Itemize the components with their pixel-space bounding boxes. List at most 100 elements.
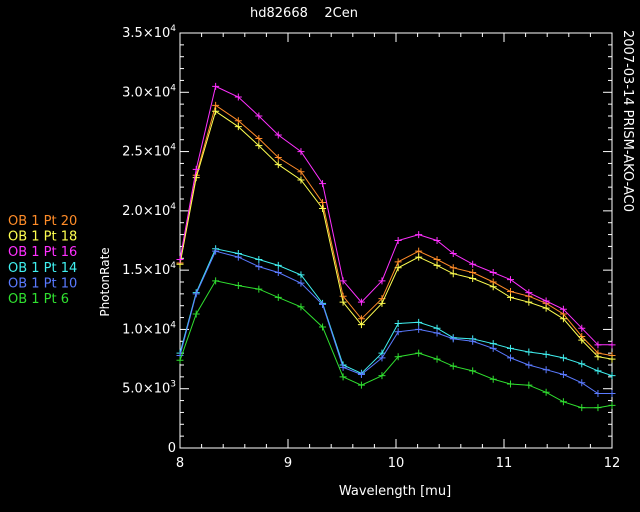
data-point xyxy=(559,370,567,378)
data-point xyxy=(433,237,441,244)
data-point xyxy=(449,250,457,258)
x-axis-label: Wavelength [mu] xyxy=(339,484,451,499)
series-layer xyxy=(176,82,616,412)
series-line xyxy=(179,104,613,356)
data-point xyxy=(542,297,550,305)
data-point xyxy=(339,292,347,300)
data-point xyxy=(415,349,423,357)
data-point xyxy=(578,324,586,332)
data-point xyxy=(357,381,365,389)
data-point xyxy=(357,298,365,306)
data-point xyxy=(525,289,533,297)
data-point xyxy=(192,290,200,298)
data-point xyxy=(357,370,365,378)
data-point xyxy=(433,355,441,363)
data-point xyxy=(559,354,567,362)
data-point xyxy=(274,261,282,269)
data-point xyxy=(578,379,586,387)
data-point xyxy=(255,135,263,143)
data-point xyxy=(489,283,497,291)
data-point xyxy=(255,285,263,293)
x-tick-label: 8 xyxy=(176,456,184,471)
data-point xyxy=(433,255,441,263)
data-point xyxy=(469,274,477,282)
y-axis-label: PhotonRate xyxy=(98,247,112,316)
data-point xyxy=(339,363,347,371)
data-point xyxy=(394,264,402,272)
data-point xyxy=(394,320,402,327)
data-point xyxy=(449,335,457,343)
data-point xyxy=(394,258,402,266)
data-point xyxy=(319,323,327,331)
data-point xyxy=(339,298,347,306)
data-point xyxy=(212,107,220,115)
data-point xyxy=(234,282,242,290)
data-point xyxy=(297,271,305,279)
data-point xyxy=(578,336,586,344)
data-point xyxy=(357,321,365,329)
chart-title: hd82668 2Cen xyxy=(250,6,358,21)
data-point xyxy=(255,112,263,120)
data-point xyxy=(594,404,602,412)
data-point xyxy=(489,344,497,352)
data-point xyxy=(594,367,602,375)
data-point xyxy=(274,131,282,139)
data-point xyxy=(542,304,550,312)
data-point xyxy=(274,154,282,161)
data-point xyxy=(559,305,567,313)
data-point xyxy=(319,199,327,207)
y-tick-label: 0 xyxy=(168,441,176,456)
data-point xyxy=(394,353,402,361)
y-tick-label: 2.0×104 xyxy=(122,202,176,219)
data-point xyxy=(274,269,282,277)
data-point xyxy=(594,389,602,397)
data-point xyxy=(433,329,441,337)
data-point xyxy=(489,375,497,383)
data-point xyxy=(378,299,386,307)
data-point xyxy=(559,315,567,323)
data-point xyxy=(274,293,282,301)
series-ob-1-pt-10 xyxy=(176,247,616,397)
data-point xyxy=(255,255,263,263)
data-point xyxy=(578,360,586,368)
data-point xyxy=(525,381,533,389)
data-point xyxy=(339,373,347,381)
series-line xyxy=(179,250,612,394)
data-point xyxy=(357,315,365,323)
data-point xyxy=(469,260,477,268)
x-tick-label: 10 xyxy=(388,456,405,471)
data-point xyxy=(415,231,423,239)
data-point xyxy=(542,388,550,396)
data-point xyxy=(433,261,441,269)
plot-axes: 8 9 10 11 12 0 5.0×103 1.0×104 1.5×104 2.0×104 2.5… xyxy=(122,24,620,471)
y-tick-label: 2.5×104 xyxy=(122,143,176,160)
data-point xyxy=(415,325,423,333)
data-point xyxy=(542,366,550,374)
data-point xyxy=(559,398,567,406)
data-point xyxy=(469,269,477,277)
data-point xyxy=(608,355,616,363)
series-ob-1-pt-6 xyxy=(176,277,616,412)
data-point xyxy=(489,269,497,277)
series-line xyxy=(179,248,613,377)
series-ob-1-pt-18 xyxy=(176,107,616,363)
data-point xyxy=(255,142,263,150)
y-tick-label: 5.0×103 xyxy=(122,380,176,397)
series-line xyxy=(179,85,612,346)
data-point xyxy=(449,264,457,272)
data-point xyxy=(192,174,200,182)
legend-entry: OB 1 Pt 14 xyxy=(8,261,77,276)
y-tick-label: 3.0×104 xyxy=(122,83,176,100)
data-point xyxy=(319,301,327,309)
data-point xyxy=(594,341,602,349)
data-point xyxy=(394,237,402,244)
data-point xyxy=(192,165,200,173)
data-point xyxy=(394,328,402,336)
data-point xyxy=(212,82,220,90)
y-tick-label: 1.5×104 xyxy=(122,261,176,278)
data-point xyxy=(506,293,514,301)
data-point xyxy=(319,204,327,212)
data-point xyxy=(378,277,386,285)
x-tick-label: 11 xyxy=(496,456,513,471)
